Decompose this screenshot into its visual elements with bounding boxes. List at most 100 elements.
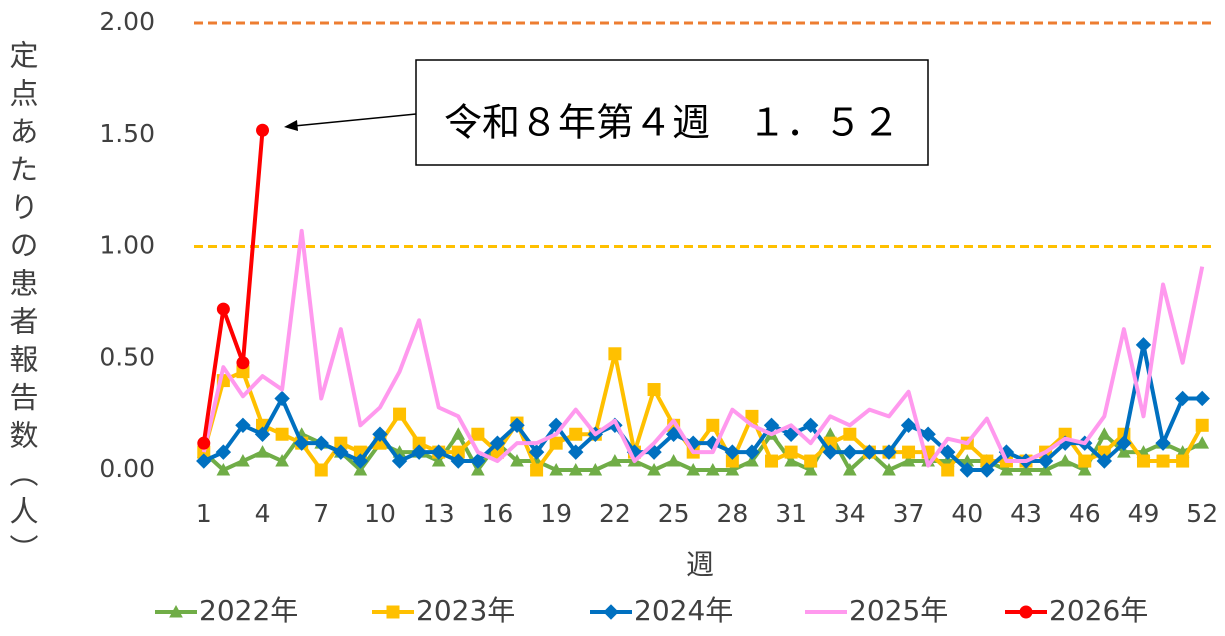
- legend-label: 2024年: [634, 594, 733, 627]
- marker: [1019, 462, 1033, 476]
- marker: [979, 462, 995, 478]
- marker: [1019, 605, 1033, 619]
- marker: [881, 444, 897, 460]
- marker: [901, 454, 916, 467]
- x-tick-label: 7: [313, 499, 329, 528]
- marker: [314, 463, 328, 477]
- marker: [842, 444, 858, 460]
- marker: [528, 444, 545, 460]
- x-tick-label: 49: [1128, 499, 1160, 528]
- marker: [196, 453, 212, 469]
- x-tick-label: 16: [482, 499, 514, 528]
- marker: [568, 462, 583, 476]
- marker: [1097, 427, 1112, 440]
- marker: [802, 417, 819, 434]
- marker: [569, 427, 583, 441]
- x-tick-label: 28: [716, 499, 748, 528]
- marker: [509, 417, 525, 434]
- marker: [1116, 435, 1132, 451]
- y-tick-label: 0.50: [99, 342, 155, 371]
- marker: [784, 454, 798, 467]
- x-tick-label: 52: [1186, 499, 1218, 528]
- annotation: 令和８年第４週 １．５２: [284, 59, 929, 166]
- legend-label: 2023年: [416, 594, 515, 627]
- marker: [608, 454, 622, 467]
- legend-label: 2022年: [199, 594, 298, 627]
- marker: [803, 462, 818, 476]
- legend-label: 2026年: [1049, 594, 1148, 627]
- marker: [450, 453, 466, 469]
- marker: [588, 462, 603, 476]
- marker: [353, 462, 368, 476]
- marker: [765, 454, 779, 468]
- marker: [256, 123, 270, 137]
- marker: [216, 302, 230, 316]
- marker: [1195, 436, 1210, 449]
- marker: [254, 426, 271, 442]
- marker: [568, 444, 584, 460]
- marker: [275, 454, 289, 467]
- annotation-box: [415, 59, 929, 166]
- marker: [1077, 462, 1092, 476]
- marker: [745, 454, 759, 467]
- marker: [822, 444, 838, 460]
- x-tick-label: 43: [1010, 499, 1042, 528]
- marker: [372, 426, 388, 442]
- marker: [920, 426, 936, 442]
- marker: [1135, 337, 1152, 353]
- marker: [431, 454, 446, 467]
- marker: [900, 417, 917, 434]
- plot-area: 0.00 0.50 1.00 1.50 2.00 1 4 7 10 13 16 19 22 25 28 31 3…: [99, 7, 1218, 528]
- y-tick-label: 1.00: [99, 231, 155, 260]
- marker: [745, 409, 759, 423]
- series-line: [202, 432, 1204, 472]
- marker: [1117, 445, 1131, 458]
- marker: [169, 604, 183, 618]
- y-tick-label: 0.00: [99, 454, 155, 483]
- marker: [1058, 454, 1073, 467]
- marker: [666, 454, 681, 467]
- marker: [882, 462, 896, 476]
- x-tick-label: 40: [951, 499, 983, 528]
- marker: [215, 444, 232, 460]
- arrow-head: [284, 120, 298, 131]
- annotation-text: 令和８年第４週 １．５２: [444, 101, 900, 145]
- marker: [236, 356, 250, 370]
- marker: [902, 445, 916, 459]
- x-tick-label: 4: [255, 499, 271, 528]
- marker: [470, 453, 486, 469]
- x-tick-label: 34: [834, 499, 866, 528]
- x-axis-label: 週: [686, 548, 714, 581]
- marker: [235, 417, 251, 434]
- marker: [333, 444, 349, 460]
- marker: [647, 462, 661, 476]
- marker: [471, 427, 485, 441]
- marker: [1078, 454, 1092, 468]
- marker: [1155, 435, 1171, 451]
- marker: [275, 427, 289, 441]
- marker: [274, 390, 290, 407]
- marker: [804, 454, 818, 468]
- marker: [255, 445, 270, 458]
- annotation-arrow: [293, 113, 417, 127]
- marker: [940, 444, 956, 460]
- marker: [1174, 390, 1191, 407]
- marker: [510, 454, 524, 467]
- marker: [1194, 390, 1210, 407]
- marker: [686, 462, 701, 476]
- marker: [216, 462, 231, 476]
- marker: [603, 604, 619, 620]
- series-line: [201, 228, 1205, 468]
- marker: [489, 435, 506, 451]
- legend: 2022年 2023年 2024年 2025年 2026年: [155, 594, 1148, 627]
- marker: [411, 444, 427, 460]
- marker: [1176, 454, 1190, 468]
- marker: [843, 427, 857, 441]
- marker: [1037, 453, 1054, 469]
- marker: [959, 462, 975, 478]
- marker: [1038, 462, 1053, 476]
- marker: [744, 444, 760, 460]
- marker: [1156, 454, 1170, 468]
- x-tick-label: 19: [540, 499, 572, 528]
